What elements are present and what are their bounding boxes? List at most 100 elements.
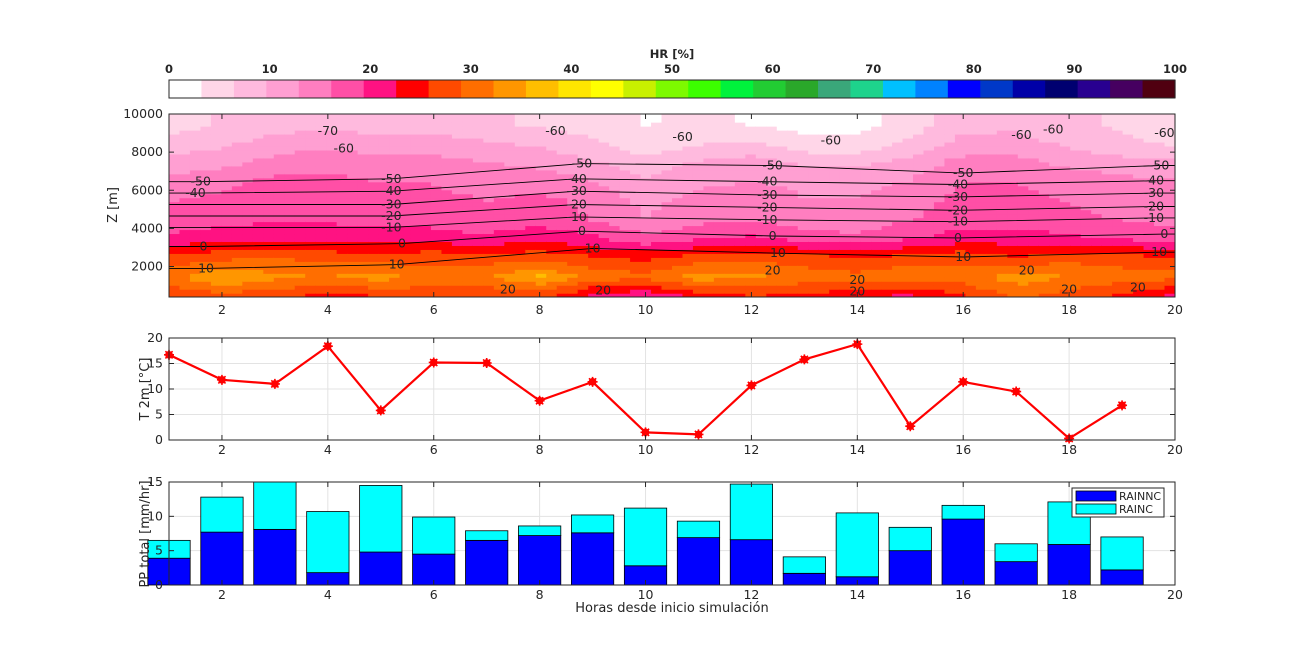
hr-cell	[850, 197, 862, 203]
hr-cell	[189, 253, 202, 258]
y-tick-label: 10	[147, 381, 163, 396]
hr-cell	[210, 289, 223, 294]
hr-cell	[996, 225, 1009, 231]
hr-cell	[378, 197, 390, 203]
hr-cell	[1122, 225, 1134, 231]
hr-cell	[860, 169, 872, 175]
hr-cell	[525, 145, 537, 151]
hr-cell	[598, 289, 610, 294]
x-tick-label: 12	[743, 302, 759, 317]
hr-cell	[210, 245, 223, 250]
hr-cell	[556, 193, 568, 199]
hr-cell	[210, 169, 223, 175]
hr-cell	[808, 157, 820, 163]
hr-cell	[420, 133, 432, 139]
hr-cell	[179, 293, 191, 297]
hr-cell	[682, 281, 694, 286]
hr-cell	[923, 233, 935, 239]
hr-cell	[986, 229, 998, 235]
hr-cell	[535, 281, 547, 286]
hr-cell	[1164, 185, 1175, 191]
hr-cell	[189, 117, 202, 123]
hr-cell	[525, 289, 537, 294]
hr-cell	[933, 145, 946, 151]
hr-cell	[525, 149, 537, 155]
hr-cell	[273, 149, 285, 155]
hr-cell	[1143, 141, 1155, 147]
hr-cell	[389, 265, 401, 270]
hr-cell	[1059, 189, 1071, 195]
hr-cell	[609, 185, 621, 191]
hr-cell	[326, 157, 338, 163]
hr-cell	[713, 237, 726, 243]
hr-cell	[179, 277, 191, 282]
hr-cell	[252, 277, 265, 282]
hr-cell	[1080, 193, 1092, 199]
hr-cell	[776, 209, 788, 215]
hr-cell	[378, 157, 390, 163]
hr-cell	[944, 221, 956, 227]
hr-cell	[1164, 121, 1175, 127]
hr-cell	[284, 229, 296, 235]
hr-cell	[1133, 293, 1145, 297]
hr-cell	[839, 137, 851, 143]
hr-cell	[1049, 205, 1061, 211]
temperature-marker	[799, 354, 810, 365]
hr-cell	[839, 241, 851, 246]
hr-cell	[347, 229, 359, 235]
temperature-contour-lines	[169, 163, 1175, 269]
hr-cell	[1101, 245, 1113, 250]
hr-cell	[221, 157, 233, 163]
contour-label: 0	[199, 238, 207, 253]
hr-cell	[692, 229, 705, 235]
hr-cell	[619, 153, 631, 159]
hr-cell	[451, 249, 464, 254]
hr-cell	[902, 153, 914, 159]
hr-cell	[441, 181, 453, 187]
hr-cell	[546, 293, 558, 297]
hr-cell	[368, 145, 380, 151]
hr-cell	[661, 205, 673, 211]
hr-cell	[305, 237, 317, 243]
hr-cell	[441, 133, 453, 139]
hr-cell	[902, 241, 914, 246]
hr-cell	[787, 237, 799, 243]
hr-cell	[472, 261, 485, 266]
hr-cell	[672, 221, 684, 227]
hr-cell	[1080, 201, 1092, 207]
hr-cell	[1028, 265, 1040, 270]
hr-cell	[1154, 153, 1166, 159]
hr-cell	[787, 209, 799, 215]
hr-cell	[1091, 137, 1103, 143]
hr-cell	[273, 125, 285, 131]
hr-cell	[294, 249, 306, 254]
hr-cell	[923, 265, 935, 270]
hr-cell	[975, 189, 988, 195]
hr-cell	[483, 205, 495, 211]
hr-cell	[221, 249, 233, 254]
hr-cell	[368, 125, 380, 131]
hr-cell	[850, 253, 862, 258]
hr-cell	[420, 177, 432, 183]
hr-cell	[713, 117, 726, 123]
hr-cell	[619, 157, 631, 163]
hr-cell	[252, 189, 265, 195]
hr-cell	[472, 273, 485, 278]
hr-cell	[1059, 213, 1071, 219]
hr-cell	[546, 277, 558, 282]
hr-cell	[913, 177, 925, 183]
hr-cell	[954, 281, 967, 286]
hr-cell	[273, 261, 285, 266]
hr-cell	[598, 261, 610, 266]
hr-cell	[210, 185, 223, 191]
hr-cell	[734, 221, 747, 227]
hr-cell	[504, 249, 516, 254]
hr-cell	[472, 269, 485, 274]
hr-cell	[200, 229, 212, 235]
hr-cell	[829, 265, 841, 270]
hr-cell	[483, 173, 495, 179]
hr-cell	[954, 273, 967, 278]
hr-cell	[839, 125, 851, 131]
hr-cell	[420, 125, 432, 131]
hr-cell	[996, 189, 1009, 195]
